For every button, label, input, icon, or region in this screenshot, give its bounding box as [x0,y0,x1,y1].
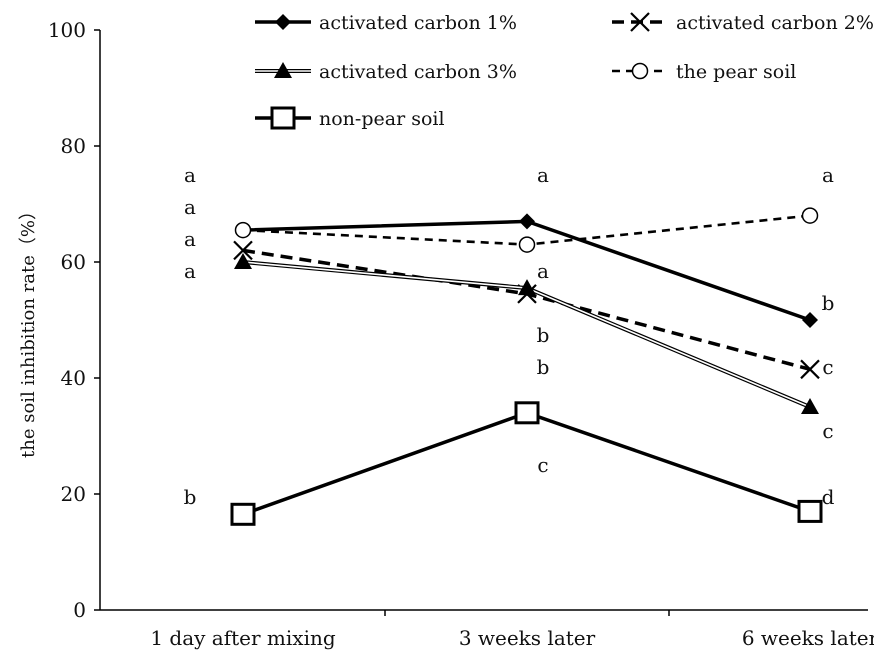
significance-label: a [184,163,196,187]
series-line [242,410,811,516]
significance-label: c [537,453,548,477]
significance-label: b [822,291,835,315]
significance-label: a [822,163,834,187]
data-point [518,279,536,296]
legend-label: non-pear soil [319,108,445,130]
y-tick-label: 40 [61,366,86,390]
series-5 [230,401,823,526]
y-tick-label: 80 [61,134,86,158]
legend-marker [275,14,291,30]
x-tick-label: 1 day after mixing [150,626,336,650]
legend-marker [270,106,296,130]
significance-label: b [537,323,550,347]
data-point [514,401,540,425]
data-point [801,207,819,224]
significance-label: c [822,355,833,379]
y-tick-label: 20 [61,482,86,506]
x-tick-label: 6 weeks later [742,626,874,650]
y-tick-label: 100 [48,18,86,42]
axes: 0 20 40 60 80 100 1 day after mixing 3 weeks la… [18,18,874,650]
legend-label: the pear soil [676,61,796,83]
y-tick-label: 0 [73,598,86,622]
significance-label: b [184,485,197,509]
significance-label: a [184,227,196,251]
significance-label: a [537,259,549,283]
legend-marker [631,62,649,80]
legend-entry-5: non-pear soil [255,106,445,130]
legend-entry-4: the pear soil [612,61,796,83]
data-point [797,499,823,523]
significance-label: d [822,485,835,509]
legend-marker [274,62,292,78]
data-point [800,359,820,380]
data-point [234,253,252,269]
data-point [519,213,535,230]
y-tick-label: 60 [61,250,86,274]
series-4 [234,207,819,253]
data-point [801,398,819,414]
legend-entry-1: activated carbon 1% [255,12,517,34]
series-layer [230,207,823,526]
data-point [234,221,252,239]
legend-entry-3: activated carbon 3% [255,61,517,83]
data-point [230,502,256,526]
data-point [802,312,818,328]
series-3 [234,253,819,414]
significance-label: a [184,195,196,219]
significance-label: c [822,419,833,443]
data-point [233,240,253,261]
x-tick-label: 3 weeks later [459,626,596,650]
legend-label: activated carbon 3% [319,61,517,83]
legend: activated carbon 1% activated carbon 2% ac… [255,12,874,130]
y-axis-label: the soil inhibition rate（%） [18,202,39,458]
legend-label: activated carbon 1% [319,12,517,34]
legend-label: activated carbon 2% [676,12,874,34]
data-point [518,236,536,253]
significance-label: a [184,259,196,283]
legend-entry-2: activated carbon 2% [612,12,874,34]
significance-label: a [537,163,549,187]
series-2 [233,240,820,380]
legend-marker [630,12,650,32]
significance-label: b [537,355,550,379]
